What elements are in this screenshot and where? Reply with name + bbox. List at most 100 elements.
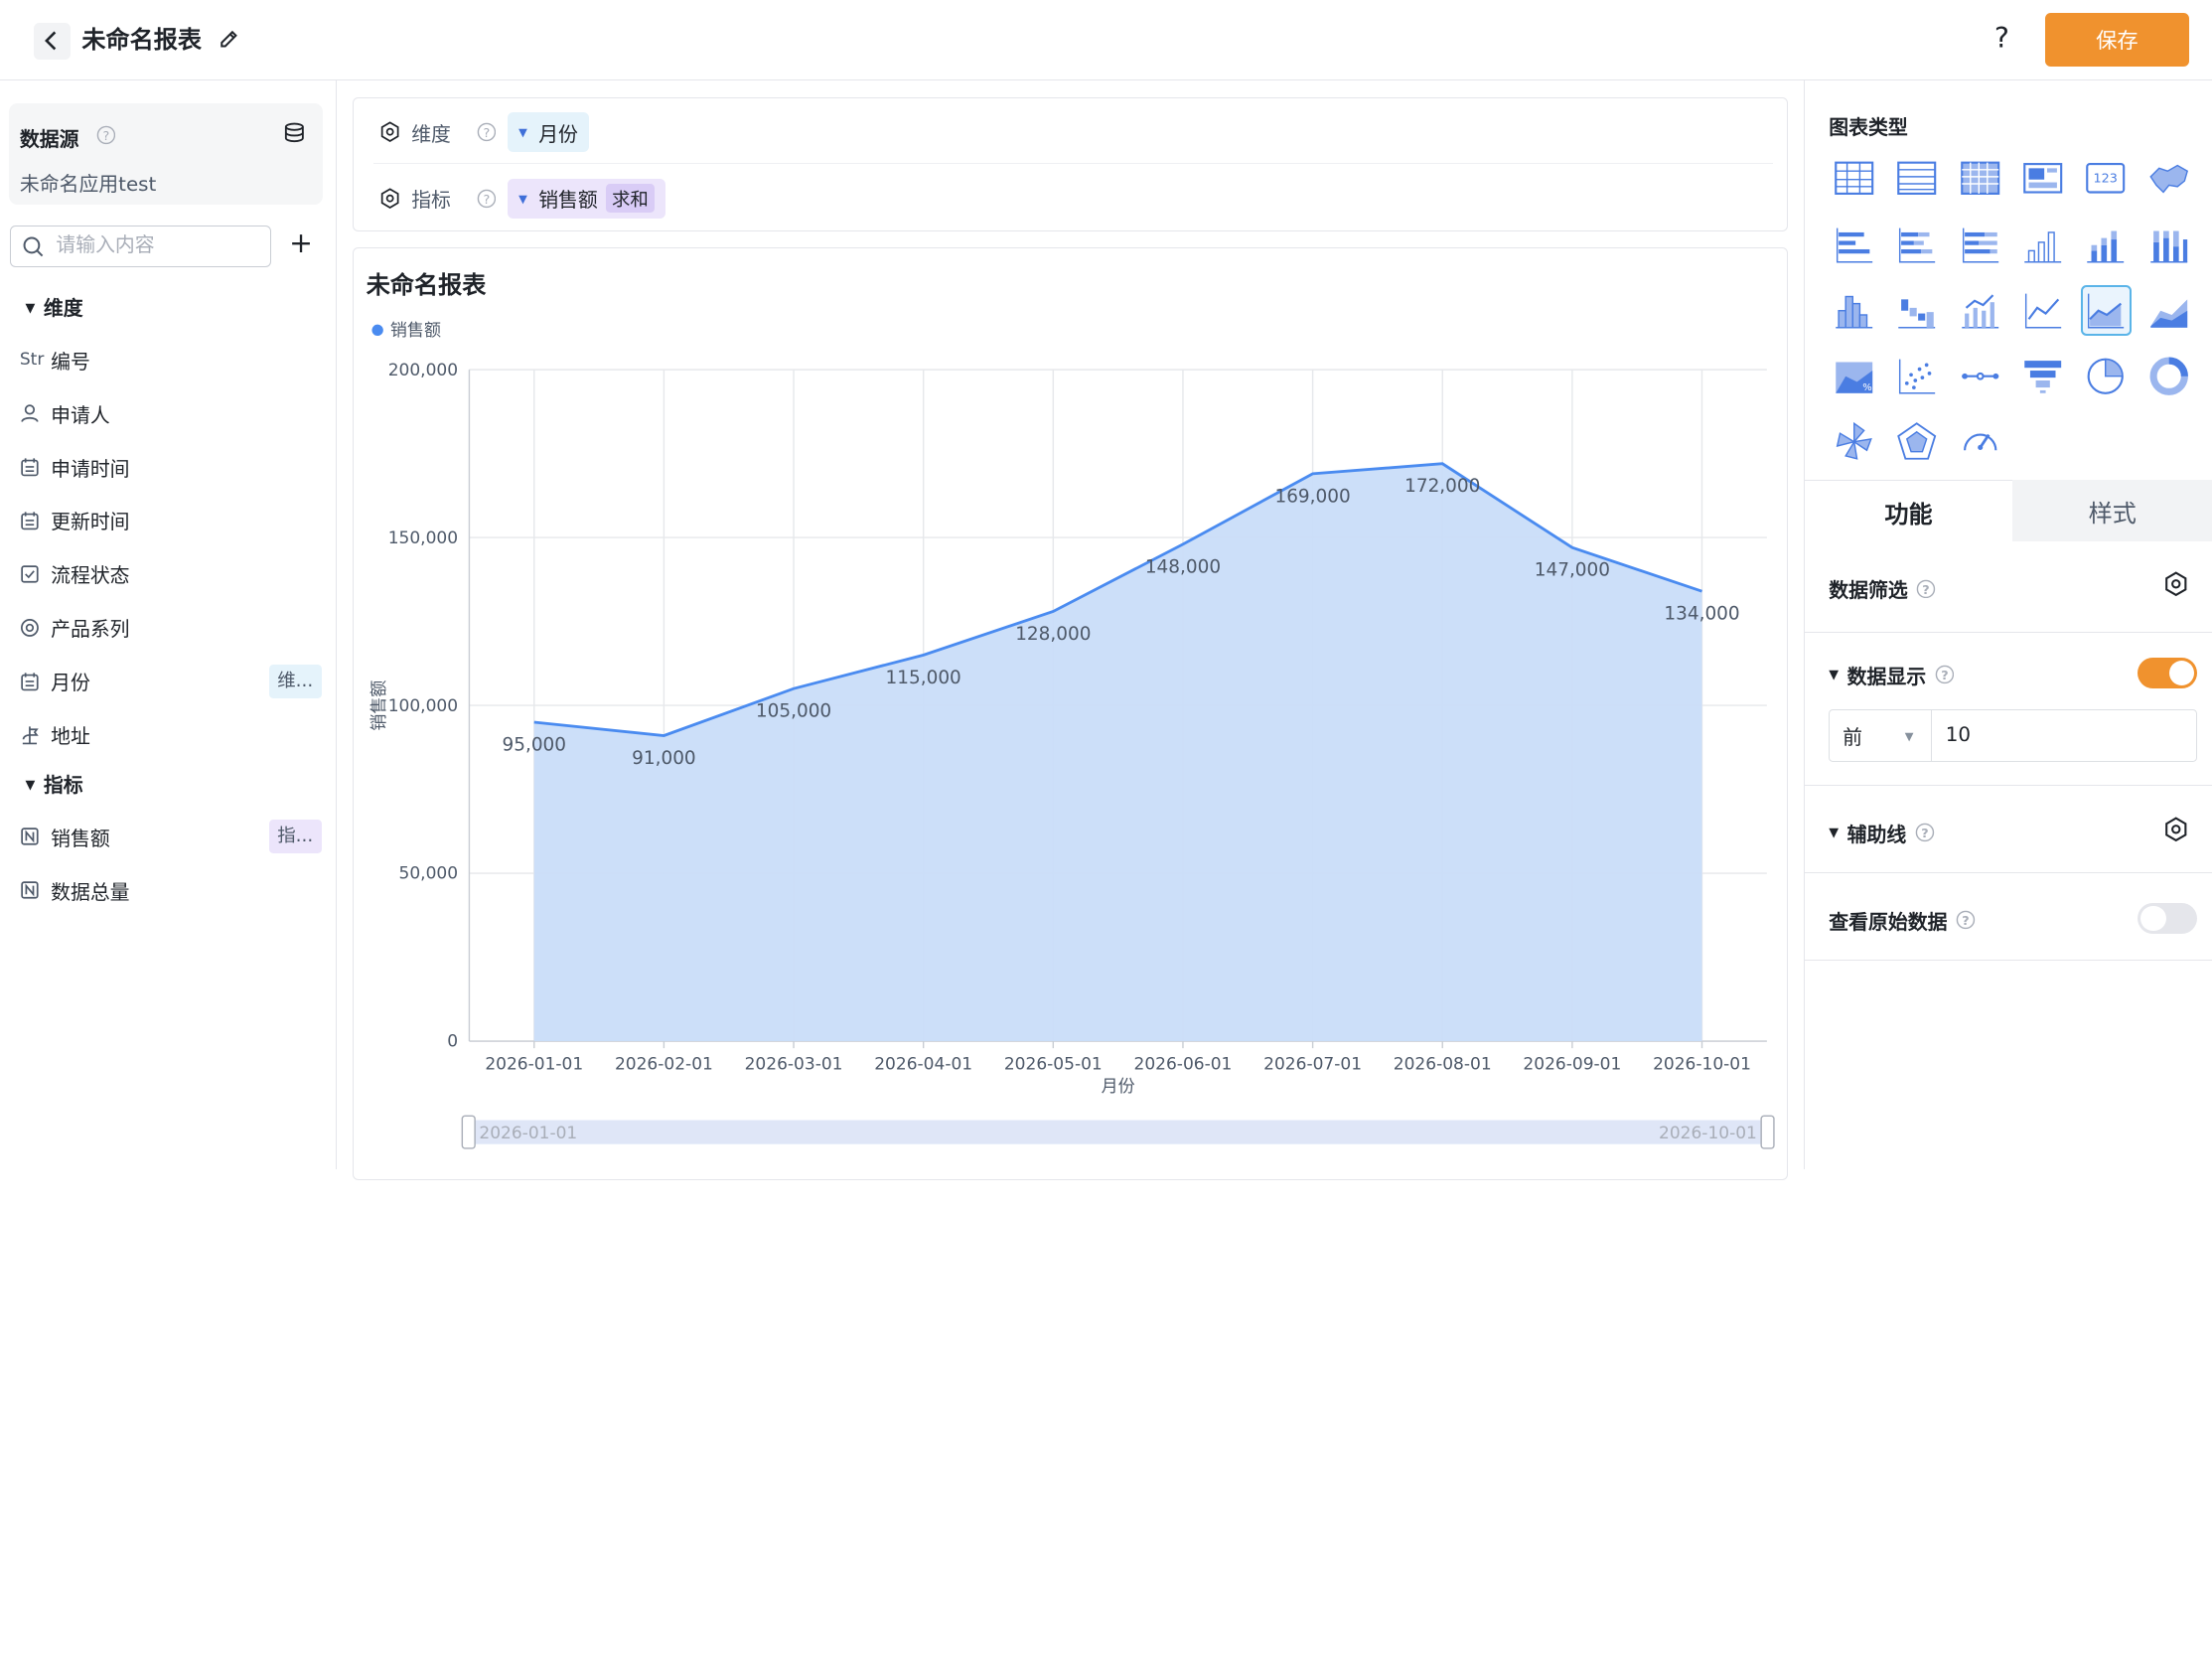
str-icon: Str	[19, 350, 45, 371]
chart-type-column[interactable]	[2017, 220, 2068, 270]
data-filter-row[interactable]: 数据筛选 ?	[1829, 574, 1936, 603]
edit-icon[interactable]	[218, 28, 240, 51]
data-display-row[interactable]: ▼ 数据显示 ?	[1824, 661, 1955, 689]
field-item-record-count[interactable]: 数据总量	[20, 870, 325, 910]
data-zoom-slider[interactable]: 2026-01-01 2026-10-01	[461, 1115, 1775, 1149]
chart-type-table[interactable]	[1829, 154, 1879, 205]
x-tick-label: 2026-08-01	[1394, 1054, 1492, 1074]
rose-icon	[1836, 421, 1872, 460]
aux-line-row[interactable]: ▼ 辅助线 ?	[1824, 819, 1935, 847]
topn-select[interactable]: 前 ▼	[1830, 710, 1932, 762]
settings-icon[interactable]	[2163, 571, 2189, 597]
metric-tag: 指...	[268, 820, 322, 854]
help-button[interactable]: ?	[1993, 22, 2009, 56]
field-item-bianhao[interactable]: Str 编号	[20, 340, 325, 379]
field-item-address[interactable]: 地址	[20, 715, 325, 755]
chart-type-detail-table[interactable]	[1892, 154, 1943, 205]
column-icon	[2024, 230, 2062, 263]
chart-type-stack-area[interactable]	[2143, 285, 2194, 336]
field-item-apply-time[interactable]: 申请时间	[20, 447, 325, 487]
field-label: 编号	[51, 350, 90, 374]
chart-type-bar-h[interactable]	[1829, 220, 1879, 270]
chart-type-column-line[interactable]	[1955, 285, 2005, 336]
tab-style[interactable]: 样式	[2011, 479, 2212, 542]
field-item-flow-status[interactable]: 流程状态	[20, 554, 325, 594]
tab-function[interactable]: 功能	[1805, 479, 2012, 543]
legend-marker	[371, 324, 383, 336]
chart-type-bar-h-stack[interactable]	[1892, 220, 1943, 270]
field-label: 月份	[51, 672, 90, 695]
question-icon[interactable]: ?	[96, 125, 116, 145]
settings-icon[interactable]	[379, 188, 400, 210]
chart-type-waterfall[interactable]	[1892, 285, 1943, 336]
dimension-heading[interactable]: ▼ 维度	[26, 292, 83, 321]
series-line	[533, 461, 1702, 737]
chart-type-grid-card[interactable]	[2017, 154, 2068, 205]
bar-h-percent-icon	[1962, 227, 1998, 263]
gauge-icon	[1963, 433, 1997, 451]
view-raw-row[interactable]: 查看原始数据 ?	[1829, 906, 1976, 935]
question-icon[interactable]: ?	[1956, 910, 1976, 930]
data-label: 115,000	[886, 667, 961, 687]
chart-type-funnel[interactable]	[2017, 351, 2068, 401]
field-item-month[interactable]: 月份 维...	[20, 662, 325, 701]
chart-type-donut[interactable]	[2143, 351, 2194, 401]
field-item-product-series[interactable]: 产品系列	[20, 608, 325, 648]
topn-input[interactable]	[1942, 721, 2188, 748]
caret-down-icon: ▼	[25, 778, 36, 794]
chart-type-column-percent[interactable]	[2143, 220, 2194, 270]
field-search[interactable]	[9, 226, 272, 267]
svg-text:?: ?	[483, 193, 490, 208]
chart-type-map[interactable]	[2143, 154, 2194, 205]
chart-type-pie[interactable]	[2081, 351, 2132, 401]
chart-type-pivot-table[interactable]	[1955, 154, 2005, 205]
chart-type-gauge[interactable]	[1955, 416, 2005, 467]
chart-type-scatter[interactable]	[1892, 351, 1943, 401]
chart-type-area[interactable]	[2080, 284, 2132, 336]
chart-type-column-stack[interactable]	[2081, 220, 2132, 270]
question-icon[interactable]: ?	[477, 122, 497, 142]
divider	[1805, 871, 2212, 873]
metric-label: 指标	[411, 189, 451, 213]
chart-card: 销售额 200,000 150,000 100,000 50,000 0 95,000 202…	[353, 246, 1788, 1180]
question-icon[interactable]: ?	[1915, 823, 1935, 842]
chart-type-histogram[interactable]	[1829, 285, 1879, 336]
data-display-toggle[interactable]	[2138, 657, 2197, 688]
bar-h-icon	[1837, 227, 1873, 263]
dimension-pill-month[interactable]: ▼ 月份	[507, 112, 590, 152]
metric-heading[interactable]: ▼ 指标	[26, 769, 83, 798]
chart-type-dot-line[interactable]	[1955, 351, 2005, 401]
question-icon[interactable]: ?	[1935, 665, 1955, 684]
zoom-start-label: 2026-01-01	[479, 1124, 577, 1143]
settings-icon[interactable]	[2163, 817, 2189, 842]
pivot-table-icon	[1960, 161, 2000, 195]
save-button[interactable]: 保存	[2045, 12, 2189, 67]
question-icon[interactable]: ?	[477, 189, 497, 209]
chart-type-number-card[interactable]: 123	[2081, 154, 2132, 205]
zoom-handle-right[interactable]	[1760, 1115, 1775, 1149]
chart-type-bar-h-percent[interactable]	[1955, 220, 2005, 270]
chart-type-line[interactable]	[2017, 285, 2068, 336]
waterfall-icon	[1898, 299, 1936, 329]
field-item-sales[interactable]: 销售额 指...	[20, 817, 325, 856]
metric-pill-sales[interactable]: ▼ 销售额 求和	[507, 178, 665, 219]
caret-down-icon: ▼	[1829, 667, 1840, 682]
database-switch-icon[interactable]	[283, 121, 306, 144]
search-input[interactable]	[53, 231, 271, 258]
toggle-knob	[2168, 660, 2195, 686]
data-label: 147,000	[1535, 559, 1610, 580]
field-item-applicant[interactable]: 申请人	[20, 393, 325, 433]
x-tick-label: 2026-10-01	[1653, 1054, 1751, 1074]
divider	[1805, 784, 2212, 786]
field-item-update-time[interactable]: 更新时间	[20, 501, 325, 540]
chart-type-percent-area[interactable]: %	[1829, 351, 1879, 401]
question-icon[interactable]: ?	[1916, 579, 1936, 599]
add-field-button[interactable]: +	[289, 226, 313, 260]
zoom-handle-left[interactable]	[461, 1115, 476, 1149]
chart-type-radar[interactable]	[1892, 416, 1943, 467]
view-raw-toggle[interactable]	[2138, 902, 2197, 935]
settings-icon[interactable]	[379, 121, 400, 143]
chart-type-rose[interactable]	[1829, 416, 1879, 467]
histogram-icon	[1836, 295, 1873, 329]
back-button[interactable]	[34, 22, 71, 60]
